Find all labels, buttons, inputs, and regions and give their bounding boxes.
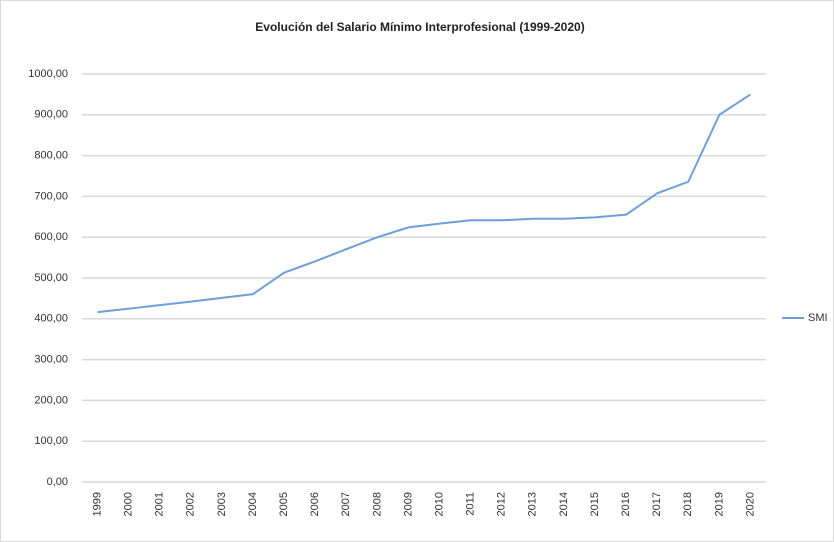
y-tick-label: 100,00 (34, 435, 68, 447)
x-tick-label: 2013 (527, 492, 539, 516)
x-tick-label: 2001 (154, 492, 166, 516)
line (97, 93, 752, 314)
x-tick-label: 2005 (278, 492, 290, 516)
x-tick-label: 2009 (402, 492, 414, 516)
y-tick-label: 500,00 (34, 272, 68, 284)
x-tick-label: 2004 (247, 492, 259, 516)
x-tick-label: 2000 (123, 492, 135, 516)
y-tick-label: 900,00 (34, 109, 68, 121)
chart-title: Evolución del Salario Mínimo Interprofes… (255, 20, 584, 34)
x-tick-label: 2008 (371, 492, 383, 516)
x-tick-label: 2006 (309, 492, 321, 516)
x-tick-label: 2007 (340, 492, 352, 516)
x-tick-label: 2015 (589, 492, 601, 516)
x-tick-label: 1999 (91, 492, 103, 516)
y-tick-label: 600,00 (34, 231, 68, 243)
y-tick-label: 0,00 (47, 476, 68, 488)
y-tick-label: 200,00 (34, 394, 68, 406)
x-tick-label: 2020 (744, 492, 756, 516)
x-tick-label: 2011 (465, 492, 477, 516)
x-tick-label: 2018 (682, 492, 694, 516)
legend-label: SMI (808, 312, 828, 324)
y-tick-label: 400,00 (34, 313, 68, 325)
x-tick-label: 2016 (620, 492, 632, 516)
x-tick-label: 2019 (713, 492, 725, 516)
x-tick-label: 2017 (651, 492, 663, 516)
x-tick-label: 2002 (185, 492, 197, 516)
x-tick-label: 2003 (216, 492, 228, 516)
y-tick-label: 700,00 (34, 190, 68, 202)
y-tick-label: 300,00 (34, 354, 68, 366)
x-tick-label: 2010 (433, 492, 445, 516)
x-tick-label: 2014 (558, 492, 570, 516)
y-tick-label: 800,00 (34, 150, 68, 162)
y-tick-label: 1000,00 (28, 68, 68, 80)
x-tick-label: 2012 (496, 492, 508, 516)
